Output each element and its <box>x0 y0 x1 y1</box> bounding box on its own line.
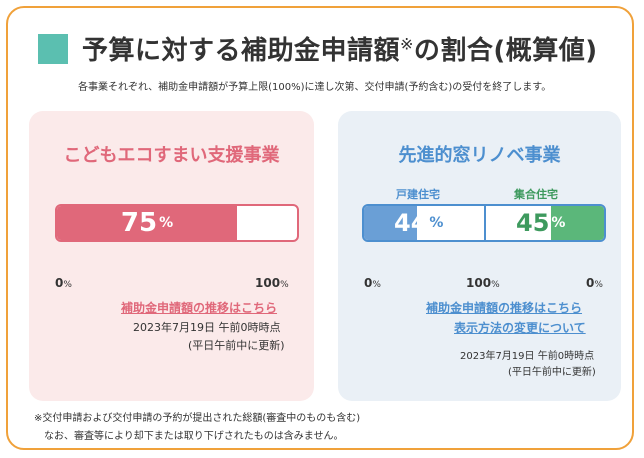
apartment-bar: 45% <box>484 206 604 240</box>
kodomo-eco-progress-fill <box>57 206 237 240</box>
title-square-icon <box>38 33 68 64</box>
footnote: ※交付申請および交付申請の予約が提出された総額(審査中のものも含む) なお、審査… <box>34 410 360 446</box>
apartment-scale-min: 0% <box>586 276 603 290</box>
house-scale-min: 0% <box>364 276 381 290</box>
apartment-scale-min-unit: % <box>594 280 603 290</box>
apartment-progress-fill <box>550 206 604 240</box>
shared-scale-max-unit: % <box>491 280 500 290</box>
title-main: 予算に対する補助金申請額 <box>82 36 401 66</box>
kodomo-eco-date: 2023年7月19日 午前0時時点 <box>133 321 281 334</box>
window-renovation-title: 先進的窓リノベ事業 <box>398 145 561 166</box>
window-renovation-progress-bar: 44% 45% <box>362 204 606 242</box>
house-progress-fill <box>364 206 417 240</box>
kodomo-eco-scale-min-unit: % <box>63 280 72 290</box>
title-row: 予算に対する補助金申請額※の割合(概算値) <box>38 30 598 67</box>
shared-scale-max: 100% <box>466 276 500 290</box>
house-scale-min-value: 0 <box>364 276 373 290</box>
house-label: 戸建住宅 <box>396 188 440 201</box>
kodomo-eco-scale-min: 0% <box>55 276 72 290</box>
title-mark: ※ <box>400 34 414 54</box>
kodomo-eco-percent-unit: % <box>159 215 174 231</box>
house-percent-unit: % <box>429 215 444 231</box>
apartment-percent-value: 45 <box>516 209 550 237</box>
kodomo-eco-title: こどもエコすまい支援事業 <box>63 145 280 166</box>
kodomo-eco-panel: こどもエコすまい支援事業 75% 0% 100% 補助金申請額の推移はこちら 2… <box>29 111 314 401</box>
apartment-label: 集合住宅 <box>514 188 558 201</box>
kodomo-eco-scale-max: 100% <box>255 276 289 290</box>
apartment-scale-min-value: 0 <box>586 276 595 290</box>
window-renovation-history-link[interactable]: 補助金申請額の推移はこちら <box>426 301 583 315</box>
footnote-line-2: なお、審査等により却下または取り下げされたものは含みません。 <box>44 431 344 442</box>
title-suffix: の割合(概算値) <box>413 36 598 66</box>
kodomo-eco-percent-value: 75 <box>120 208 158 238</box>
kodomo-eco-history-link[interactable]: 補助金申請額の推移はこちら <box>121 301 278 315</box>
kodomo-eco-percent: 75% <box>57 206 237 240</box>
info-card: 予算に対する補助金申請額※の割合(概算値) 各事業それぞれ、補助金申請額が予算上… <box>6 6 634 450</box>
house-bar: 44% <box>364 206 484 240</box>
kodomo-eco-update-note: (平日午前中に更新) <box>188 339 285 352</box>
house-scale-min-unit: % <box>372 280 381 290</box>
shared-scale-max-value: 100 <box>466 276 492 290</box>
page-title: 予算に対する補助金申請額※の割合(概算値) <box>82 30 598 67</box>
window-renovation-panel: 先進的窓リノベ事業 戸建住宅 集合住宅 44% 45% 0% 100% <box>338 111 621 401</box>
window-renovation-update-note: (平日午前中に更新) <box>508 367 596 378</box>
kodomo-eco-progress-bar: 75% <box>55 204 299 242</box>
window-renovation-date: 2023年7月19日 午前0時時点 <box>460 351 595 362</box>
kodomo-eco-scale-max-unit: % <box>280 280 289 290</box>
kodomo-eco-scale-max-value: 100 <box>255 276 281 290</box>
kodomo-eco-scale-min-value: 0 <box>55 276 64 290</box>
subtitle: 各事業それぞれ、補助金申請額が予算上限(100%)に達し次第、交付申請(予約含む… <box>78 82 552 93</box>
house-percent: 44% <box>394 206 443 240</box>
display-method-change-link[interactable]: 表示方法の変更について <box>454 321 586 335</box>
footnote-line-1: ※交付申請および交付申請の予約が提出された総額(審査中のものも含む) <box>34 413 361 424</box>
apartment-percent-unit: % <box>551 215 566 231</box>
apartment-percent: 45% <box>516 206 565 240</box>
house-percent-value: 44 <box>394 209 428 237</box>
